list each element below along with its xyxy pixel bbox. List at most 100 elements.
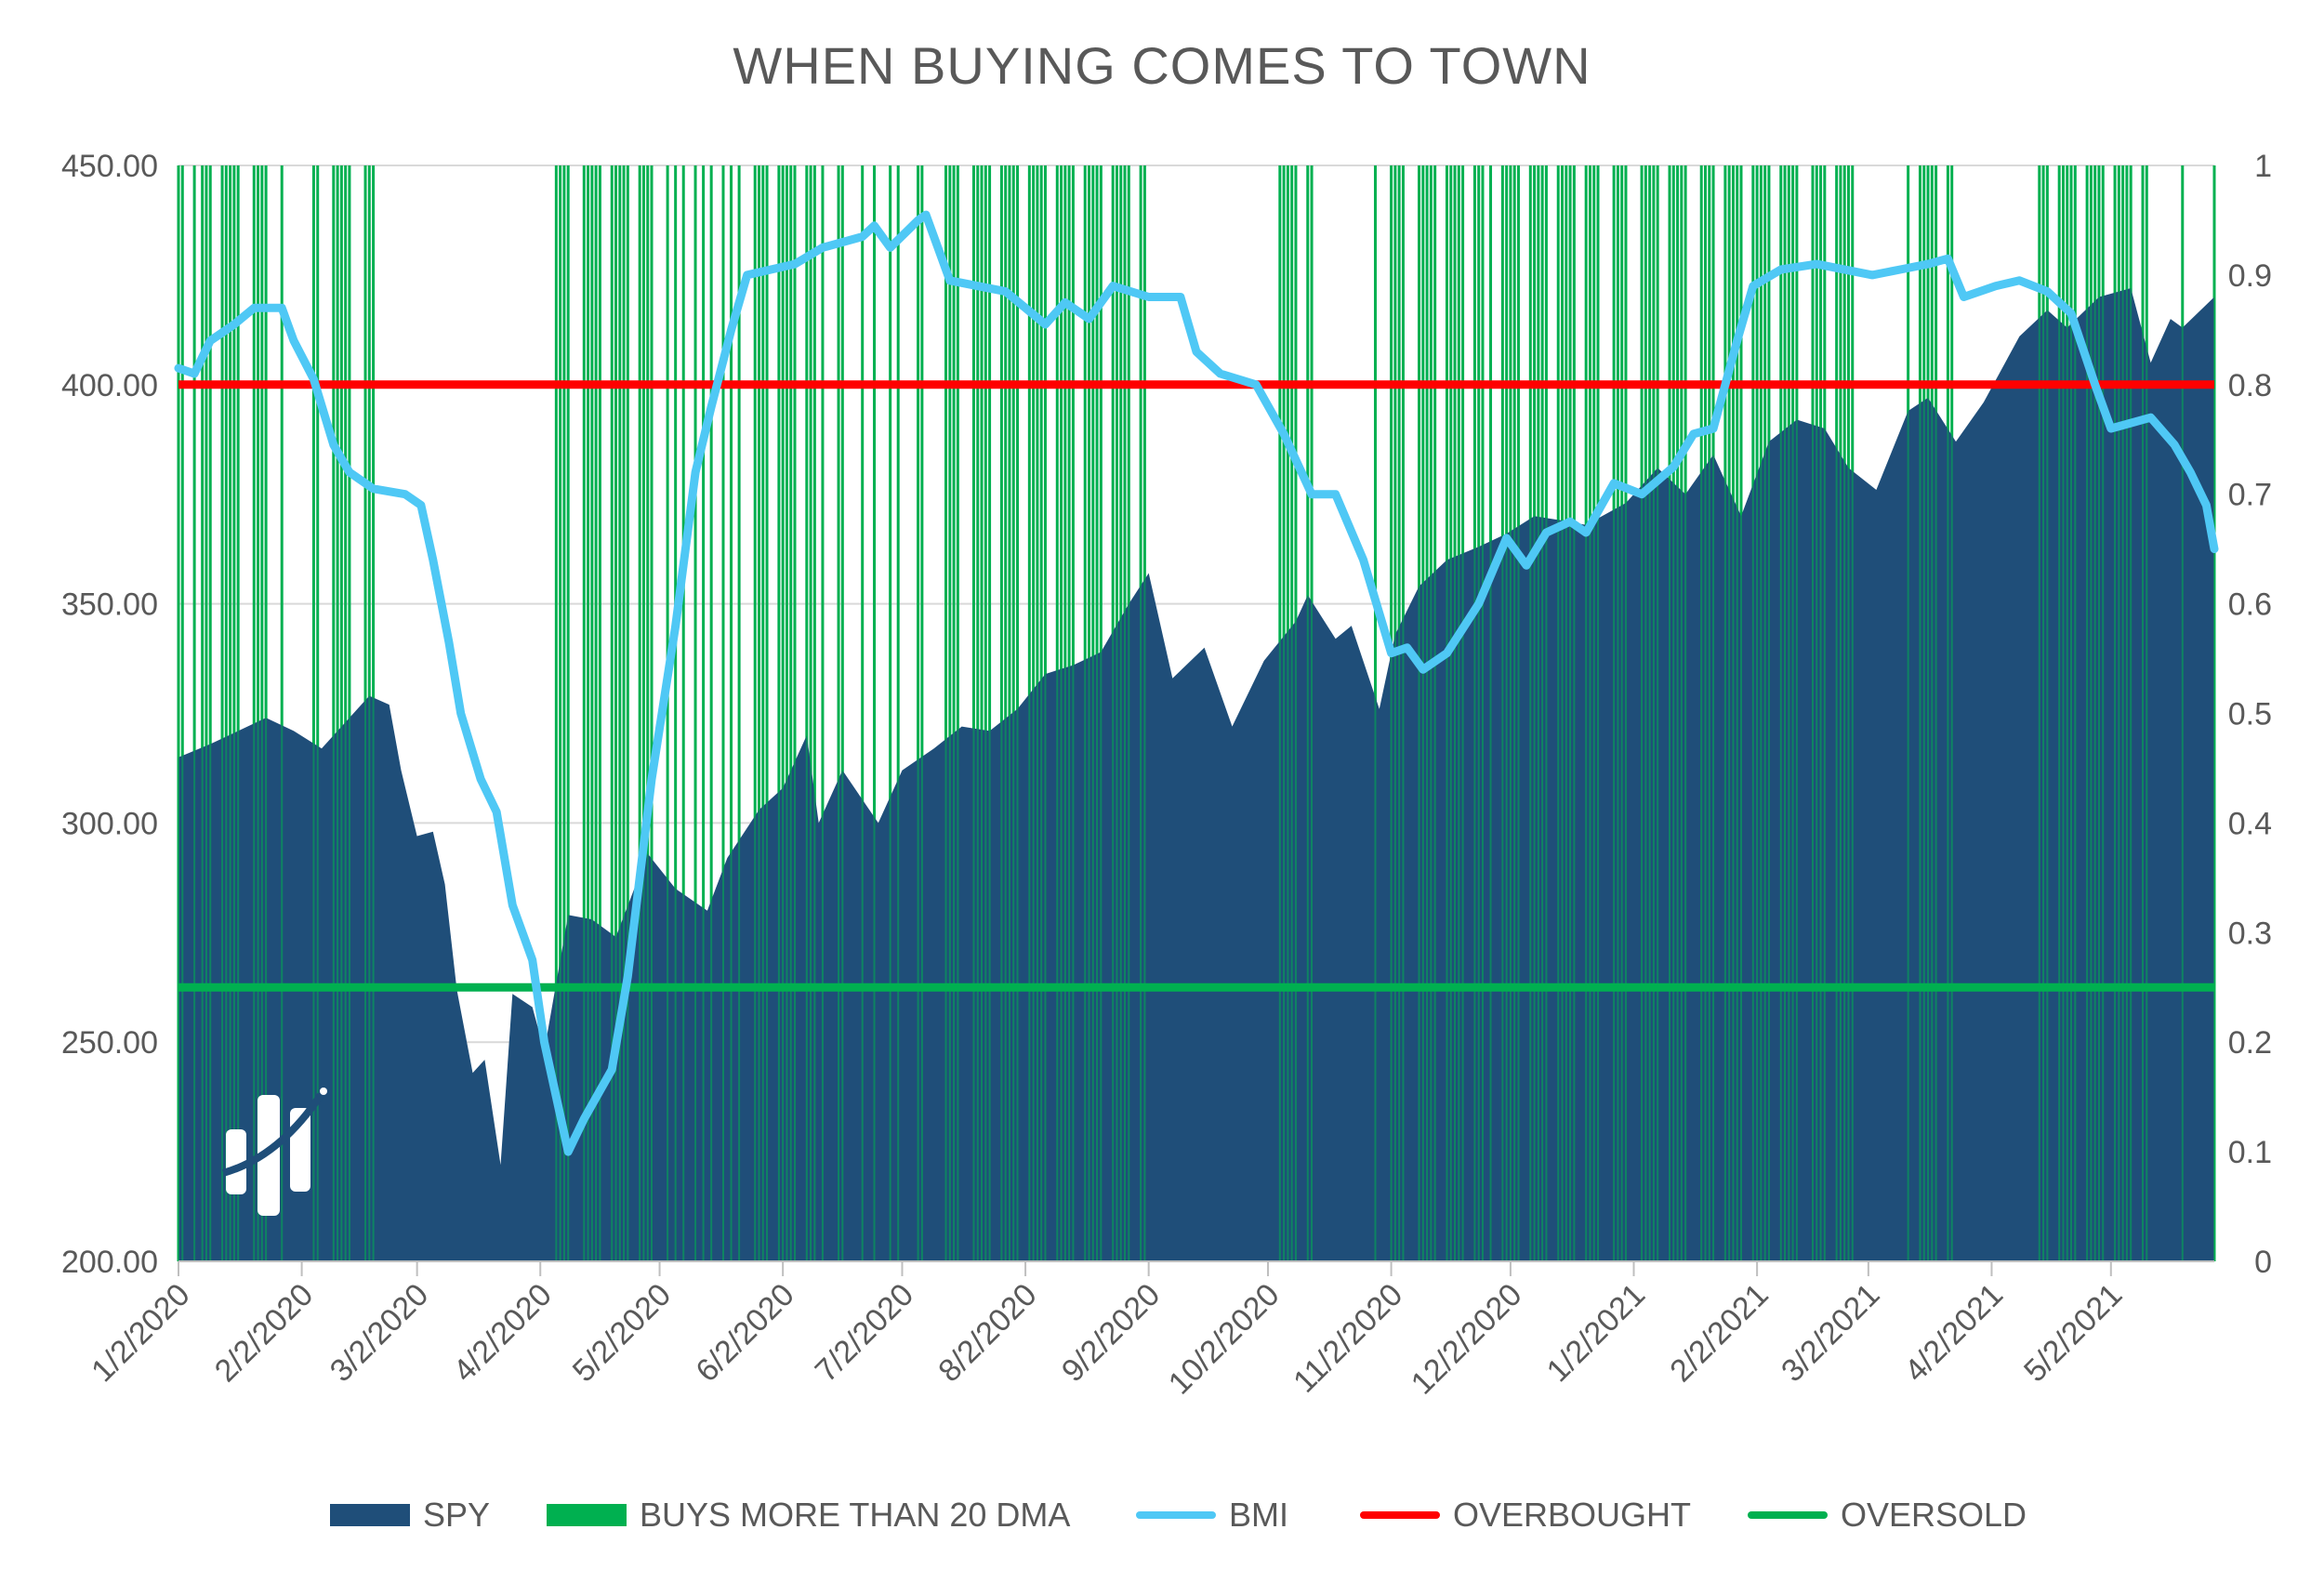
buy-streak-71 [897, 165, 900, 1261]
buy-streak-116 [1311, 165, 1314, 1261]
buy-streak-226 [2213, 165, 2215, 1261]
y-right-tick-label: 0.4 [2228, 806, 2272, 841]
buy-streak-85 [1008, 165, 1010, 1261]
x-tick-label: 3/2/2021 [1775, 1277, 1886, 1389]
buy-streak-154 [1597, 165, 1600, 1261]
buy-streak-97 [1072, 165, 1075, 1261]
buy-streak-8 [229, 165, 231, 1261]
buy-streak-136 [1501, 165, 1504, 1261]
buy-streak-11 [253, 165, 256, 1261]
buy-streak-129 [1454, 165, 1457, 1261]
buy-streak-192 [1835, 165, 1838, 1261]
buy-streak-112 [1287, 165, 1289, 1261]
buy-streak-140 [1517, 165, 1520, 1261]
buy-streak-163 [1657, 165, 1659, 1261]
buy-streak-193 [1839, 165, 1842, 1261]
legend-item-spy: SPY [330, 1487, 490, 1543]
buy-streak-120 [1398, 165, 1401, 1261]
buy-streak-114 [1294, 165, 1297, 1261]
buy-streak-62 [805, 165, 808, 1261]
legend-label-buys: BUYS MORE THAN 20 DMA [640, 1496, 1071, 1534]
buy-streak-35 [611, 165, 614, 1261]
buy-streak-162 [1652, 165, 1655, 1261]
buy-streak-130 [1458, 165, 1460, 1261]
buy-streak-123 [1421, 165, 1424, 1261]
buy-streak-110 [1278, 165, 1281, 1261]
buy-streak-132 [1473, 165, 1476, 1261]
buy-streak-101 [1096, 165, 1099, 1261]
legend-label-overbought: OVERBOUGHT [1453, 1496, 1692, 1534]
buy-streak-90 [1036, 165, 1038, 1261]
legend-item-buys: BUYS MORE THAN 20 DMA [547, 1487, 1070, 1543]
buy-streak-33 [595, 165, 598, 1261]
x-tick-label: 5/2/2021 [2017, 1277, 2129, 1389]
buy-streak-206 [2042, 165, 2045, 1261]
buy-streak-194 [1843, 165, 1846, 1261]
buy-streak-213 [2086, 165, 2089, 1261]
buy-streak-138 [1509, 165, 1512, 1261]
buy-streak-200 [1927, 165, 1930, 1261]
buy-streak-128 [1449, 165, 1452, 1261]
buy-streak-204 [1950, 165, 1953, 1261]
buy-streak-68 [861, 165, 864, 1261]
buy-streak-4 [205, 165, 207, 1261]
buy-streak-95 [1063, 165, 1066, 1261]
buy-streak-100 [1091, 165, 1094, 1261]
buy-streak-108 [1140, 165, 1142, 1261]
legend-swatch-overbought [1360, 1511, 1440, 1519]
x-tick-label: 2/2/2021 [1663, 1277, 1775, 1389]
buy-streak-58 [782, 165, 785, 1261]
buy-streak-199 [1922, 165, 1925, 1261]
buy-streak-31 [587, 165, 589, 1261]
buy-streak-155 [1613, 165, 1616, 1261]
buy-streak-21 [344, 165, 347, 1261]
buy-streak-146 [1557, 165, 1560, 1261]
buy-streak-109 [1143, 165, 1146, 1261]
buy-streak-88 [1028, 165, 1031, 1261]
buy-streak-157 [1620, 165, 1623, 1261]
buy-streak-215 [2093, 165, 2096, 1261]
y-right-tick-label: 0 [2254, 1245, 2272, 1280]
buy-streak-39 [627, 165, 629, 1261]
buy-streak-187 [1795, 165, 1798, 1261]
y-right-tick-label: 0.1 [2228, 1135, 2272, 1170]
buy-streak-221 [2125, 165, 2128, 1261]
buy-streak-24 [368, 165, 371, 1261]
y-right-tick-label: 0.3 [2228, 916, 2272, 951]
buy-streak-30 [583, 165, 586, 1261]
buy-streak-223 [2142, 165, 2145, 1261]
legend-item-overbought: OVERBOUGHT [1360, 1487, 1691, 1543]
buy-streak-105 [1119, 165, 1122, 1261]
buy-streak-167 [1680, 165, 1683, 1261]
buy-streak-60 [789, 165, 792, 1261]
buy-streak-19 [337, 165, 339, 1261]
buy-streak-104 [1116, 165, 1118, 1261]
buy-streak-34 [599, 165, 601, 1261]
buy-streak-160 [1644, 165, 1647, 1261]
buy-streak-96 [1068, 165, 1071, 1261]
buy-streak-151 [1585, 165, 1588, 1261]
buy-streak-52 [738, 165, 741, 1261]
buy-streak-182 [1767, 165, 1770, 1261]
buy-streak-212 [2074, 165, 2077, 1261]
buy-streak-125 [1430, 165, 1433, 1261]
buy-streak-81 [984, 165, 987, 1261]
x-tick-label: 9/2/2020 [1055, 1277, 1167, 1389]
buy-streak-166 [1676, 165, 1679, 1261]
buy-streak-87 [1016, 165, 1019, 1261]
buy-streak-133 [1477, 165, 1480, 1261]
buy-streak-3 [201, 165, 204, 1261]
buy-streak-186 [1791, 165, 1794, 1261]
buy-streak-10 [237, 165, 240, 1261]
buy-streak-144 [1541, 165, 1544, 1261]
buy-streak-76 [953, 165, 956, 1261]
buy-streak-156 [1617, 165, 1619, 1261]
buy-streak-99 [1088, 165, 1090, 1261]
buy-streak-80 [981, 165, 984, 1261]
buy-streak-180 [1760, 165, 1763, 1261]
buy-streak-216 [2097, 165, 2100, 1261]
buy-streak-174 [1728, 165, 1731, 1261]
chart-title: WHEN BUYING COMES TO TOWN [733, 36, 1591, 95]
buy-streak-59 [786, 165, 788, 1261]
